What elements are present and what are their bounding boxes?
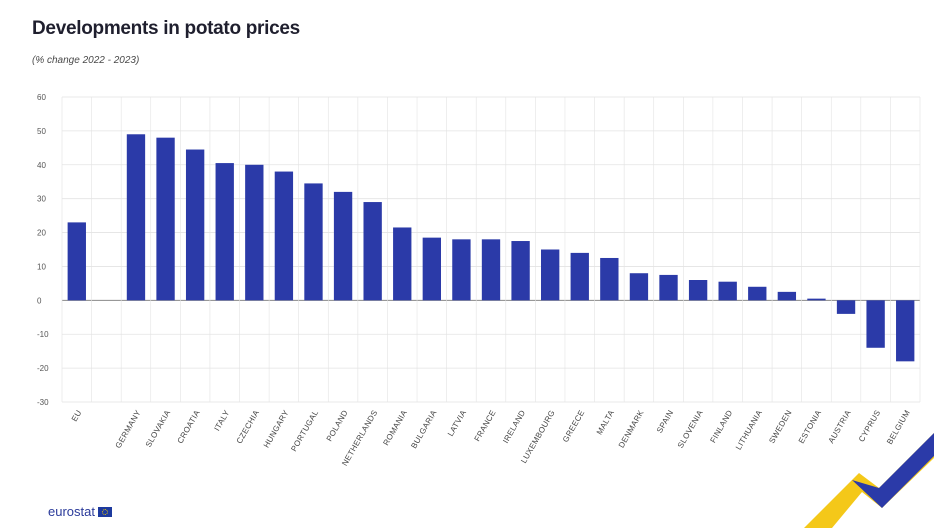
bar	[304, 183, 323, 301]
category-label: BULGARIA	[409, 408, 438, 450]
bar	[570, 252, 589, 301]
y-tick-label: 0	[37, 296, 42, 305]
category-label: POLAND	[325, 409, 350, 444]
chart-subtitle: (% change 2022 - 2023)	[32, 55, 140, 66]
category-label: MALTA	[595, 408, 616, 436]
bar	[67, 222, 86, 301]
y-tick-label: 60	[37, 93, 46, 102]
bar	[393, 227, 412, 301]
bar	[215, 163, 234, 301]
category-label: LITHUANIA	[734, 408, 764, 451]
bar	[481, 239, 501, 301]
category-label: SLOVENIA	[676, 408, 705, 450]
category-label: DENMARK	[617, 408, 646, 449]
category-label: GREECE	[561, 409, 587, 444]
bar	[629, 273, 649, 301]
y-tick-label: -20	[37, 364, 49, 373]
bar	[896, 300, 915, 362]
bar	[511, 241, 530, 301]
bar	[541, 249, 560, 301]
bar	[600, 257, 619, 301]
bar	[185, 149, 205, 301]
eurostat-wordmark: eurostat	[48, 504, 95, 519]
eu-flag-icon	[97, 506, 112, 517]
category-label: SWEDEN	[767, 409, 793, 445]
category-label: CZECHIA	[235, 408, 262, 445]
bar	[245, 164, 264, 301]
category-label: GERMANY	[114, 408, 143, 450]
category-label: EU	[70, 409, 84, 424]
bar	[422, 237, 441, 301]
y-tick-label: 10	[37, 262, 46, 271]
y-tick-label: 30	[37, 195, 46, 204]
category-label: PORTUGAL	[289, 408, 320, 453]
bar	[659, 274, 678, 301]
bar	[748, 286, 767, 301]
category-label: SLOVAKIA	[144, 408, 173, 449]
bar	[156, 137, 175, 301]
y-tick-label: -30	[37, 398, 49, 407]
bar	[333, 191, 353, 301]
y-tick-label: 20	[37, 229, 46, 238]
category-label: FRANCE	[473, 409, 498, 444]
bar	[274, 171, 294, 301]
eurostat-logo: eurostat	[48, 504, 112, 519]
bar	[452, 239, 471, 301]
y-tick-label: -10	[37, 330, 49, 339]
category-label: ROMANIA	[381, 408, 409, 447]
chart-title: Developments in potato prices	[32, 18, 300, 39]
y-tick-label: 50	[37, 127, 46, 136]
category-label: SPAIN	[655, 409, 675, 435]
bar	[866, 300, 885, 348]
category-label: HUNGARY	[262, 408, 291, 449]
category-label: LATVIA	[446, 408, 468, 438]
bar	[688, 280, 708, 301]
bar	[777, 291, 797, 301]
bar	[363, 202, 382, 301]
category-label: IRELAND	[501, 409, 527, 445]
category-label: CROATIA	[176, 408, 203, 445]
bar	[836, 300, 856, 314]
y-tick-label: 40	[37, 161, 46, 170]
category-label: FINLAND	[708, 409, 734, 445]
bar	[126, 134, 146, 301]
category-label: ITALY	[212, 408, 231, 432]
bar	[718, 281, 737, 301]
decorative-swoosh-icon	[804, 433, 934, 528]
bar	[807, 298, 826, 301]
